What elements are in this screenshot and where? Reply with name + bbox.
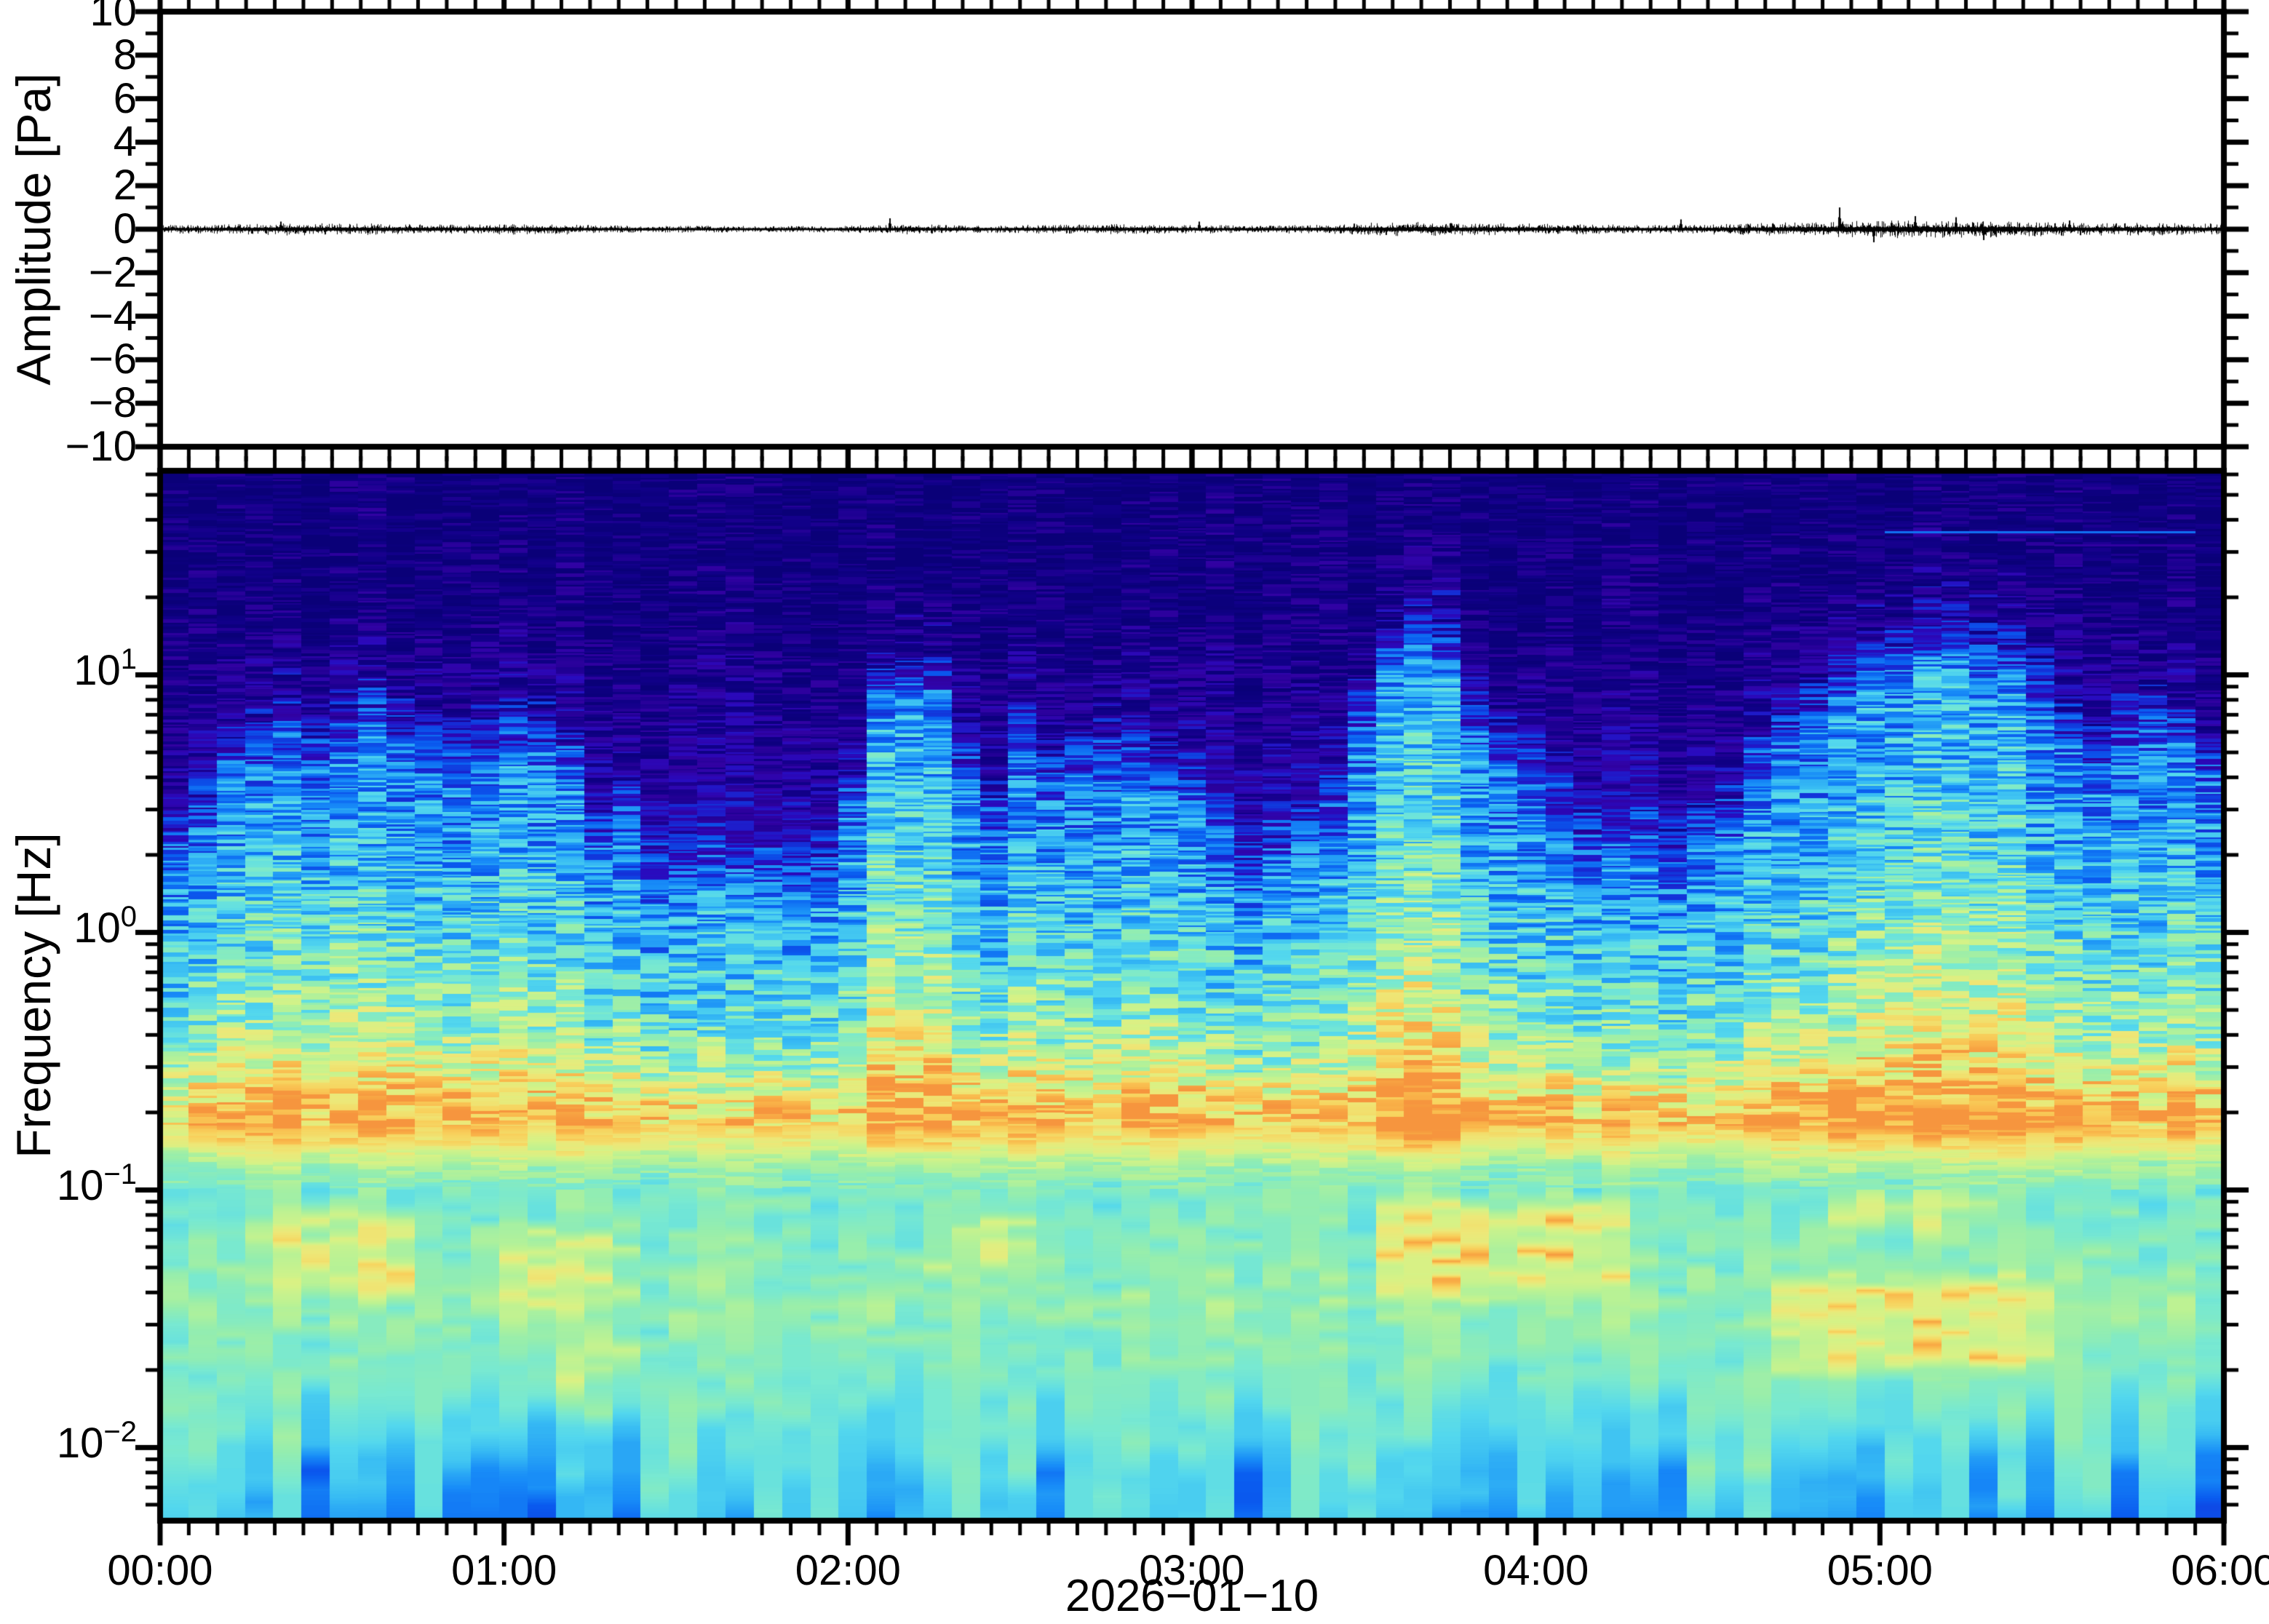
freq-tick-label: 101	[3, 643, 137, 699]
time-tick-label: 04:00	[1483, 1547, 1589, 1594]
amp-tick-label: 2	[113, 162, 137, 210]
amp-tick-label: 10	[90, 0, 137, 35]
time-tick-label: 06:00	[2171, 1547, 2269, 1594]
freq-tick-exponent: 0	[120, 901, 137, 934]
amp-tick-label: 4	[113, 118, 137, 166]
amp-tick-label: 8	[113, 31, 137, 79]
freq-tick-base: 10	[73, 647, 121, 695]
freq-tick-exponent: −2	[103, 1416, 137, 1449]
freq-tick-label: 10−2	[3, 1416, 137, 1472]
time-tick-label: 03:00	[1139, 1547, 1245, 1594]
time-tick-label: 01:00	[451, 1547, 557, 1594]
freq-tick-base: 10	[56, 1420, 104, 1468]
time-tick-label: 05:00	[1827, 1547, 1933, 1594]
frequency-axis-title: Frequency [Hz]	[7, 832, 60, 1158]
freq-tick-label: 10−1	[3, 1158, 137, 1214]
time-tick-label: 00:00	[107, 1547, 213, 1594]
freq-tick-exponent: −1	[103, 1158, 137, 1191]
freq-tick-label: 100	[3, 901, 137, 957]
amp-tick-label: −2	[88, 248, 137, 296]
amp-tick-label: −10	[65, 423, 137, 470]
time-tick-label: 02:00	[795, 1547, 901, 1594]
amp-tick-label: −6	[88, 335, 137, 383]
freq-tick-exponent: 1	[120, 643, 137, 676]
date-label: 2026−01−10	[1065, 1571, 1319, 1621]
amp-tick-label: 0	[113, 205, 137, 252]
amp-tick-label: −4	[88, 292, 137, 340]
freq-tick-base: 10	[56, 1162, 104, 1210]
freq-tick-base: 10	[73, 904, 121, 952]
amp-tick-label: −8	[88, 379, 137, 427]
amp-tick-label: 6	[113, 74, 137, 122]
